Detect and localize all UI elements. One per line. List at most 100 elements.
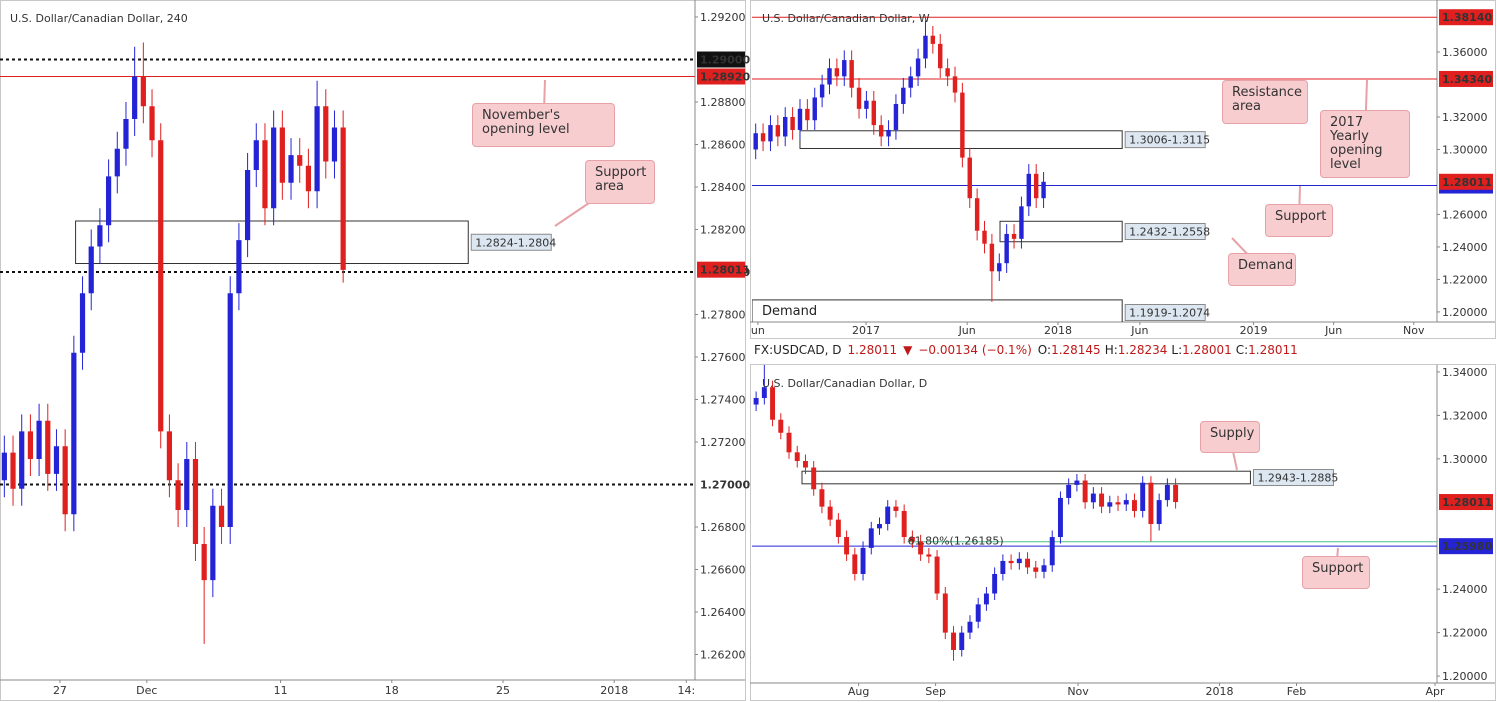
y-tick-label: 1.32000 bbox=[1442, 409, 1488, 422]
zone-label-box bbox=[470, 233, 552, 251]
candle-body bbox=[10, 452, 16, 489]
y-tick-label: 1.20000 bbox=[1442, 670, 1488, 683]
chart-title: U.S. Dollar/Canadian Dollar, D bbox=[762, 377, 927, 390]
zone-label: 1.2824-1.2804 bbox=[475, 236, 556, 249]
candle-body bbox=[868, 528, 874, 548]
candle-body bbox=[105, 176, 112, 226]
x-tick-label: Aug bbox=[848, 685, 869, 698]
candle-body bbox=[989, 243, 995, 272]
x-tick-label: 2019 bbox=[1240, 324, 1268, 337]
candle-body bbox=[19, 431, 25, 489]
candle-body bbox=[835, 519, 841, 538]
x-tick-label: Nov bbox=[1403, 324, 1425, 337]
candle-body bbox=[1026, 173, 1032, 207]
ohlc-key: O: bbox=[1037, 343, 1052, 357]
candle-body bbox=[934, 556, 940, 594]
zone bbox=[999, 220, 1123, 243]
candle-body bbox=[834, 68, 840, 77]
y-tick-label: 1.28600 bbox=[700, 139, 746, 152]
candle-body bbox=[201, 544, 207, 581]
y-tick-label: 1.24000 bbox=[1442, 583, 1488, 596]
candle-body bbox=[175, 480, 181, 510]
candle-body bbox=[982, 230, 987, 244]
candle-body bbox=[844, 537, 850, 555]
candle-body bbox=[926, 554, 932, 557]
candle-body bbox=[974, 198, 980, 231]
candle-body bbox=[114, 148, 120, 177]
candle-body bbox=[1041, 181, 1046, 199]
candle-body bbox=[923, 35, 928, 59]
zone bbox=[801, 470, 1251, 485]
candle-body bbox=[893, 103, 899, 130]
zone bbox=[75, 220, 469, 264]
candle-body bbox=[952, 76, 958, 93]
candle-body bbox=[1132, 500, 1137, 511]
candle-body bbox=[856, 87, 862, 109]
down-arrow: ▼ bbox=[903, 343, 913, 357]
candle-body bbox=[893, 506, 899, 511]
candle-body bbox=[1156, 500, 1162, 524]
candle-body bbox=[951, 632, 956, 650]
axis-price-box bbox=[697, 261, 745, 278]
plot bbox=[752, 16, 1437, 322]
candle-body bbox=[959, 632, 965, 650]
axis-price-label: 1.38140 bbox=[1442, 11, 1492, 24]
last-price: 1.28011 bbox=[847, 343, 898, 357]
callout: 2017 Yearly opening level bbox=[1320, 110, 1410, 178]
x-tick-label: 2018 bbox=[1206, 685, 1234, 698]
candle-body bbox=[149, 106, 155, 141]
change: −0.00134 (−0.1%) bbox=[918, 343, 1032, 357]
candle-body bbox=[271, 127, 277, 209]
candle-body bbox=[1115, 502, 1121, 505]
x-tick-label: 2018 bbox=[600, 684, 628, 697]
candle-body bbox=[797, 108, 803, 130]
candle-body bbox=[314, 106, 320, 192]
axis-price-box bbox=[697, 51, 745, 68]
candle-body bbox=[827, 506, 833, 520]
candle-body bbox=[775, 125, 781, 137]
candle-body bbox=[62, 446, 68, 515]
ohlc-key: H: bbox=[1104, 343, 1118, 357]
candle-body bbox=[967, 157, 972, 199]
x-tick-label: 25 bbox=[496, 684, 510, 697]
ohlc-value: 1.28145 bbox=[1051, 343, 1101, 357]
candle-body bbox=[1057, 497, 1063, 538]
candle-body bbox=[864, 100, 869, 109]
candle-body bbox=[819, 84, 825, 98]
zone-label-box bbox=[1252, 469, 1334, 487]
candle-body bbox=[244, 170, 251, 241]
candle-body bbox=[218, 505, 225, 527]
candle-body bbox=[877, 524, 882, 529]
axis-price-label: 1.28920 bbox=[700, 71, 750, 84]
candle-body bbox=[805, 108, 810, 121]
candle-body bbox=[297, 155, 303, 166]
candle-body bbox=[184, 459, 190, 510]
candle-body bbox=[786, 432, 792, 453]
candle-body bbox=[852, 554, 858, 574]
candle-body bbox=[1090, 493, 1096, 503]
x-tick-label: 11 bbox=[274, 684, 288, 697]
candle-body bbox=[790, 116, 795, 130]
y-tick-label: 1.27600 bbox=[700, 351, 746, 364]
candle-body bbox=[123, 119, 129, 149]
x-tick-label: 18 bbox=[385, 684, 399, 697]
plot bbox=[0, 42, 695, 644]
candle-body bbox=[918, 541, 924, 555]
y-tick-label: 1.29200 bbox=[700, 11, 746, 24]
zone-label-box bbox=[1124, 223, 1206, 241]
candle-body bbox=[1066, 484, 1072, 498]
candle-body bbox=[760, 133, 766, 142]
axis-price-label: 1.28011 bbox=[1442, 496, 1492, 509]
candle-body bbox=[1025, 558, 1031, 568]
candle-body bbox=[983, 593, 989, 605]
candle-body bbox=[778, 419, 784, 433]
candle-body bbox=[1000, 560, 1006, 574]
zone bbox=[752, 299, 1123, 322]
y-tick-label: 1.30000 bbox=[1442, 143, 1488, 156]
candle-body bbox=[1164, 484, 1170, 501]
candle-body bbox=[908, 76, 913, 88]
y-tick-label: 1.26400 bbox=[700, 606, 746, 619]
candle-body bbox=[885, 506, 891, 524]
